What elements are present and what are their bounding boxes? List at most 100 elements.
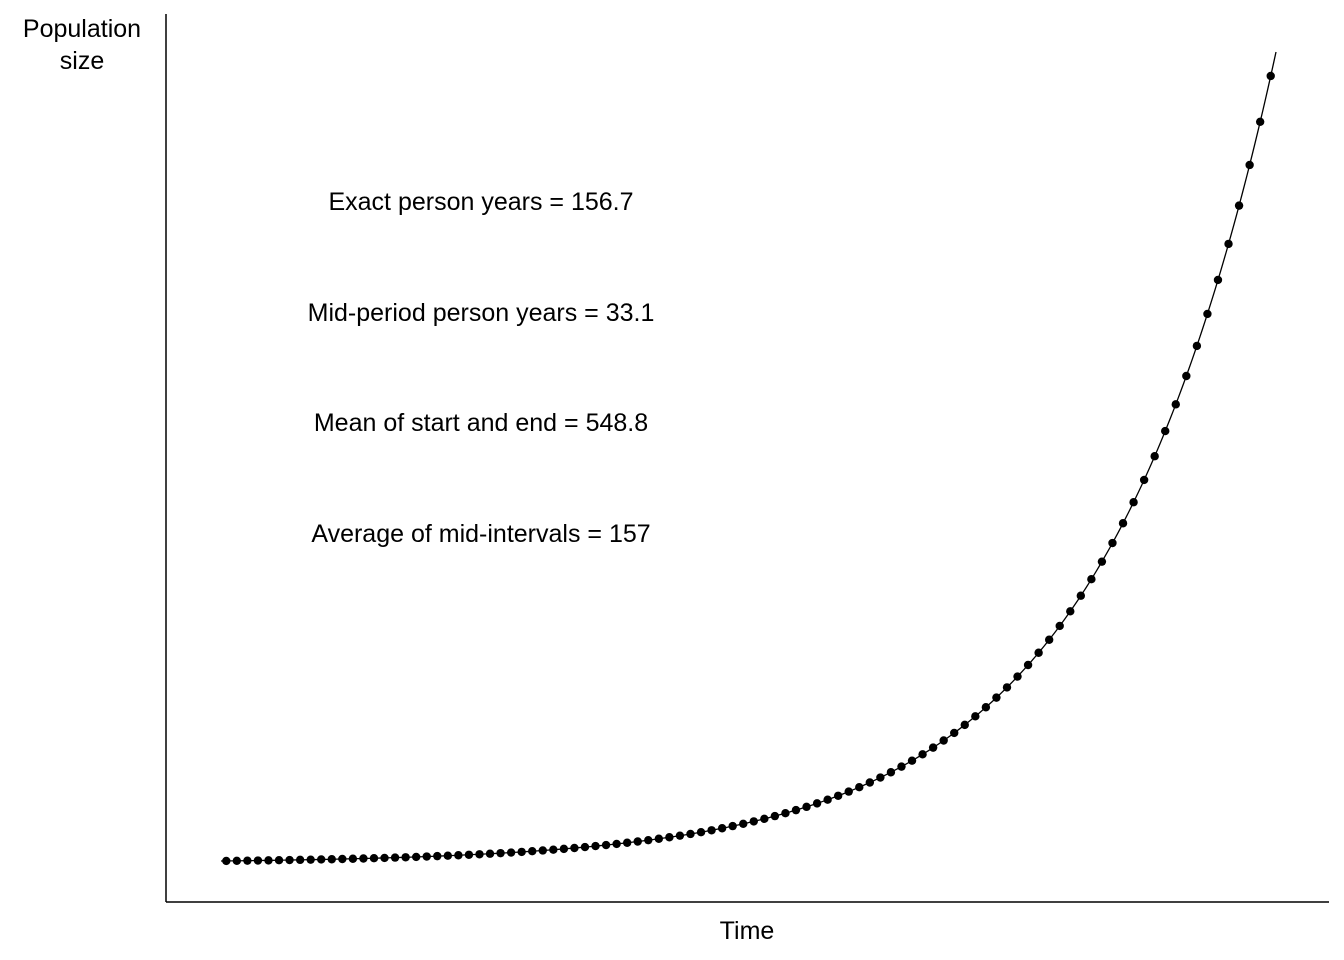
- data-point: [485, 849, 495, 858]
- data-point: [1013, 672, 1022, 681]
- data-point: [1129, 498, 1138, 507]
- data-point: [1266, 71, 1275, 81]
- x-axis-label: Time: [720, 917, 775, 945]
- data-point: [950, 728, 959, 738]
- data-point: [338, 854, 347, 864]
- data-point: [306, 855, 315, 864]
- data-point: [1234, 201, 1244, 210]
- data-point: [654, 834, 664, 843]
- data-point: [422, 852, 431, 861]
- data-point: [823, 795, 832, 804]
- data-point: [1118, 519, 1128, 528]
- data-point: [369, 854, 379, 863]
- data-point: [274, 856, 284, 865]
- data-point: [1213, 275, 1223, 285]
- data-point: [886, 768, 896, 777]
- data-point: [591, 841, 600, 851]
- data-point: [1097, 557, 1107, 566]
- data-points: [222, 71, 1275, 866]
- data-point: [1044, 635, 1054, 644]
- data-point: [1055, 621, 1064, 631]
- data-point: [939, 736, 948, 745]
- data-point: [675, 831, 685, 840]
- data-point: [802, 802, 811, 812]
- data-point: [992, 693, 1001, 702]
- data-point: [359, 854, 368, 863]
- data-point: [686, 829, 695, 839]
- data-point: [506, 848, 516, 857]
- data-point: [1245, 160, 1254, 170]
- data-point: [1171, 400, 1180, 409]
- data-point: [1023, 660, 1033, 670]
- data-point: [717, 824, 727, 833]
- data-point: [622, 838, 632, 847]
- data-point: [570, 843, 579, 853]
- data-point: [728, 821, 737, 831]
- data-point: [1087, 575, 1096, 584]
- data-point: [876, 773, 885, 782]
- data-point: [380, 853, 389, 863]
- data-point: [1076, 591, 1086, 600]
- data-point: [907, 756, 917, 765]
- data-point: [348, 854, 358, 863]
- data-point: [559, 844, 569, 854]
- data-point: [812, 799, 822, 808]
- data-point: [1192, 341, 1202, 351]
- annotation-average-mid-intervals: Average of mid-intervals = 157: [311, 520, 650, 548]
- data-point: [1066, 607, 1075, 616]
- data-point: [1139, 475, 1149, 485]
- data-point: [855, 783, 864, 792]
- data-point: [549, 845, 558, 854]
- data-point: [781, 809, 790, 818]
- data-point: [443, 851, 453, 860]
- data-point: [454, 851, 463, 860]
- data-point: [960, 720, 969, 730]
- data-point: [538, 846, 547, 855]
- data-point: [981, 703, 991, 712]
- data-point: [833, 791, 843, 800]
- data-point: [612, 839, 621, 849]
- data-point: [295, 855, 305, 865]
- data-point: [1182, 371, 1191, 381]
- data-point: [528, 847, 537, 856]
- data-point: [739, 819, 748, 829]
- data-point: [232, 856, 242, 866]
- y-axis-label-line-1: Population: [23, 15, 141, 43]
- data-point: [1161, 426, 1170, 436]
- data-point: [791, 805, 801, 815]
- data-point: [601, 840, 611, 850]
- annotation-exact-person-years: Exact person years = 156.7: [328, 188, 633, 216]
- data-point: [1150, 452, 1159, 461]
- data-point: [327, 855, 336, 864]
- data-point: [844, 787, 853, 796]
- data-point: [433, 851, 442, 861]
- annotation-mean-start-end: Mean of start and end = 548.8: [314, 409, 648, 437]
- y-axis-label-line-2: size: [60, 47, 104, 75]
- data-point: [1203, 309, 1212, 319]
- data-point: [317, 855, 326, 864]
- data-point: [644, 835, 653, 845]
- data-point: [580, 842, 590, 852]
- data-point: [696, 827, 706, 837]
- annotation-mid-period-person-years: Mid-period person years = 33.1: [308, 299, 655, 327]
- data-point: [928, 743, 938, 752]
- data-point: [1255, 117, 1265, 127]
- data-point: [1224, 239, 1233, 249]
- data-point: [633, 837, 642, 846]
- data-point: [1002, 683, 1012, 692]
- data-point: [285, 855, 294, 865]
- data-point: [1034, 648, 1043, 657]
- data-point: [760, 814, 769, 824]
- data-point: [749, 817, 758, 826]
- data-point: [390, 853, 400, 862]
- data-point: [517, 847, 526, 857]
- data-point: [243, 856, 252, 865]
- data-point: [971, 712, 980, 721]
- data-point: [253, 856, 263, 865]
- data-point: [918, 750, 927, 759]
- data-point: [464, 850, 474, 859]
- data-point: [222, 856, 231, 866]
- data-point: [475, 850, 484, 859]
- data-point: [707, 826, 716, 835]
